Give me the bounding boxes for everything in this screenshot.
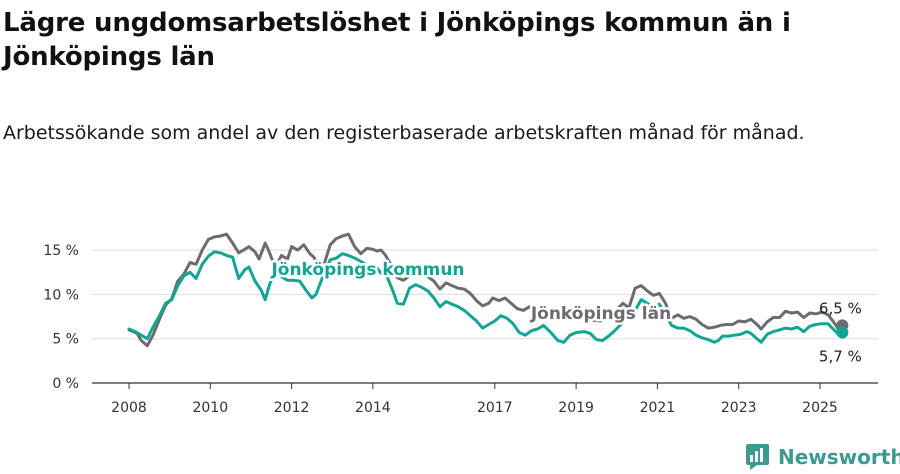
y-tick-label: 10 % (43, 287, 79, 303)
chart-title: Lägre ungdomsarbetslöshet i Jönköpings k… (3, 8, 791, 72)
x-tick-label: 2017 (477, 400, 513, 416)
y-tick-label: 5 % (52, 332, 79, 348)
y-tick-label: 0 % (52, 376, 79, 392)
brand-logo: Newsworthy (745, 441, 900, 473)
chart-subtitle: Arbetssökande som andel av den registerb… (3, 122, 805, 144)
newsworthy-logo-icon (746, 444, 769, 470)
series-label: Jönköpings kommun (270, 260, 464, 280)
x-tick-label: 2021 (640, 400, 676, 416)
x-tick-label: 2025 (802, 400, 838, 416)
x-tick-label: 2014 (355, 400, 391, 416)
x-tick-label: 2023 (721, 400, 757, 416)
x-tick-label: 2019 (558, 400, 594, 416)
series-line-1 (127, 250, 844, 344)
x-tick-label: 2010 (192, 400, 228, 416)
end-value-label: 5,7 % (819, 348, 862, 366)
series-line-0 (127, 232, 844, 348)
x-tick-label: 2008 (111, 400, 147, 416)
end-value-label: 6,5 % (819, 299, 862, 317)
x-tick-label: 2012 (274, 400, 310, 416)
brand-name: Newsworthy (778, 445, 900, 469)
y-tick-label: 15 % (43, 243, 79, 259)
series-label: Jönköpings län (530, 304, 671, 324)
series-end-point (836, 326, 849, 339)
